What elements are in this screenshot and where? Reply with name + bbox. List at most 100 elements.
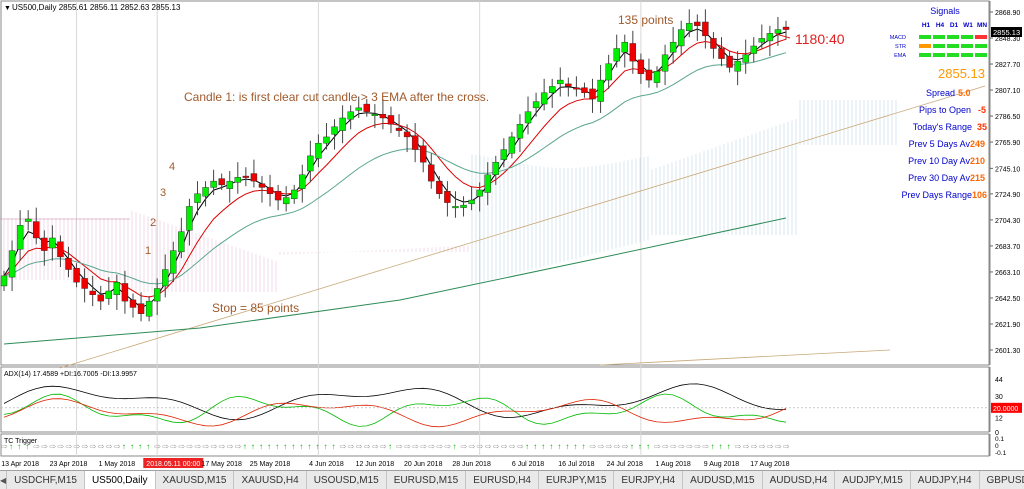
price-tick-label: 2601.30 (995, 348, 1020, 355)
price-tick-label: 2724.90 (995, 192, 1020, 199)
tc-arrow-icon: ↑ (299, 442, 303, 451)
tc-arrow-icon: ⇨ (759, 442, 766, 451)
tab-xauusd-m15[interactable]: XAUUSD,M15 (156, 471, 235, 489)
tc-arrow-icon: ⇨ (170, 442, 177, 451)
candle-body (629, 43, 637, 62)
candle-body (89, 290, 96, 296)
current-price-marker (991, 27, 1022, 37)
tab-us500-daily[interactable]: US500,Daily (84, 471, 156, 489)
stat-value-today: 35 (977, 122, 987, 132)
stat-label-pips: Pips to Open (919, 105, 971, 115)
candle-body (573, 87, 580, 90)
tc-trigger-arrows: ⇨ ↑ ↑ ↑ ⇨ ⇨ ⇨ ⇨ ⇨ ⇨ ⇨ ⇨ ⇨ ⇨ ⇨ ↑ ↑ ↑ ↑ ⇨ ⇨ ⇨ ⇨ ⇨ ⇨ ⇨ ⇨ ⇨ ⇨ ⇨ ↑ ↑ ↑ ↑ ↑ ↑ ↑ ↑ ↑ ↑… (1, 442, 790, 451)
tc-arrow-icon: ⇨ (114, 442, 121, 451)
time-tick-label: 13 Apr 2018 (1, 461, 39, 468)
adx-lines (1, 383, 989, 428)
tab-audusd-m15[interactable]: AUDUSD,M15 (683, 471, 763, 489)
candle-body (484, 174, 491, 193)
candle-body (661, 54, 669, 72)
candle-body (605, 63, 612, 81)
countdown-arrow (775, 33, 791, 39)
tab-xauusd-h4[interactable]: XAUUSD,H4 (234, 471, 307, 489)
trendline-up (59, 85, 986, 369)
tc-arrow-icon: ⇨ (509, 442, 516, 451)
tc-arrow-icon: ⇨ (74, 442, 81, 451)
tab-gbpusd-m15[interactable]: GBPUSD,M15 (980, 471, 1024, 489)
tab-audjpy-h4[interactable]: AUDJPY,H4 (911, 471, 980, 489)
time-tick-label: 28 Jun 2018 (452, 461, 491, 468)
candle-body (492, 161, 499, 176)
candle-body (339, 117, 346, 131)
tc-arrow-icon: ⇨ (412, 442, 419, 451)
candle-body (218, 178, 225, 186)
main-chart-panel[interactable] (0, 0, 990, 366)
candle-body (331, 126, 338, 135)
menu-triangle-icon[interactable]: ▼ (4, 5, 11, 12)
adx-tick-label: 30 (995, 394, 1003, 401)
tc-arrow-icon: ⇨ (436, 442, 443, 451)
candle-body (581, 87, 588, 93)
signal-row-str: STR (895, 44, 906, 50)
tc-arrow-icon: ↑ (283, 442, 287, 451)
tab-eurjpy-m15[interactable]: EURJPY,M15 (539, 471, 615, 489)
trendline-low (599, 349, 891, 366)
tab-eurusd-m15[interactable]: EURUSD,M15 (387, 471, 467, 489)
candlesticks (0, 9, 790, 322)
tab-scroll-left-icon[interactable]: ◀ (0, 471, 8, 489)
candle-body (210, 180, 217, 188)
tab-usdchf-m15[interactable]: USDCHF,M15 (7, 471, 85, 489)
tc-arrow-icon: ⇨ (783, 442, 790, 451)
time-tick-label: 4 Jun 2018 (309, 461, 344, 468)
signal-row-macd: MACD (890, 35, 906, 41)
tc-arrow-icon: ⇨ (517, 442, 524, 451)
time-axis[interactable]: 13 Apr 2018 23 Apr 2018 1 May 2018 2018.05.… (1, 458, 790, 468)
price-axis[interactable]: 2868.90 2848.30 2827.70 2807.10 2786.50 2765.… (989, 1, 1020, 365)
tc-arrow-icon: ⇨ (186, 442, 193, 451)
price-tick-label: 2683.70 (995, 244, 1020, 251)
tc-arrow-icon: ⇨ (428, 442, 435, 451)
tc-arrow-icon: ↑ (307, 442, 311, 451)
candle-body (347, 111, 354, 120)
signal-cell (919, 44, 931, 48)
wave-label-4: 4 (169, 161, 175, 173)
tc-trigger-panel[interactable] (0, 433, 990, 457)
tc-arrow-icon: ↑ (138, 442, 142, 451)
candle-body (694, 21, 701, 26)
signal-cell (975, 44, 987, 48)
candle-body (411, 135, 419, 150)
candle-body (742, 54, 749, 63)
tab-audjpy-m15[interactable]: AUDJPY,M15 (835, 471, 911, 489)
tc-arrow-icon: ⇨ (775, 442, 782, 451)
candle-body (597, 79, 604, 102)
candle-body (766, 33, 774, 42)
adx-axis: 44 30 20.0000 12 0 (989, 367, 1022, 437)
candle-body (420, 145, 427, 163)
candle-body (170, 250, 177, 274)
tc-arrow-icon: ⇨ (614, 442, 621, 451)
signal-cell (933, 44, 945, 48)
candle-body (291, 189, 298, 200)
price-tick-label: 2807.10 (995, 88, 1020, 95)
current-price-label: 2855.13 (993, 28, 1020, 37)
tc-arrow-icon: ⇨ (33, 442, 40, 451)
signal-cell (961, 44, 973, 48)
signals-panel: Signals H1 H4 D1 W1 MN MACD STR EMA (890, 6, 988, 59)
tab-usousd-m15[interactable]: USOUSD,M15 (307, 471, 387, 489)
tab-eurusd-h4[interactable]: EURUSD,H4 (466, 471, 539, 489)
stats-price: 2855.13 (938, 66, 985, 81)
tab-eurjpy-h4[interactable]: EURJPY,H4 (614, 471, 684, 489)
time-tick-label: 16 Jul 2018 (558, 461, 594, 468)
adx-line (3, 393, 787, 427)
signal-row-ema: EMA (894, 53, 906, 59)
tc-arrow-icon: ⇨ (162, 442, 169, 451)
tc-arrow-icon: ⇨ (420, 442, 427, 451)
candle-body (686, 23, 693, 32)
candle-body (355, 107, 362, 111)
time-tick-label: 24 Jul 2018 (607, 461, 643, 468)
tc-arrow-icon: ↑ (525, 442, 529, 451)
tc-arrow-icon: ↑ (727, 442, 731, 451)
tc-arrow-icon: ⇨ (203, 442, 210, 451)
tab-audusd-h4[interactable]: AUDUSD,H4 (763, 471, 836, 489)
tc-arrow-icon: ↑ (259, 442, 263, 451)
